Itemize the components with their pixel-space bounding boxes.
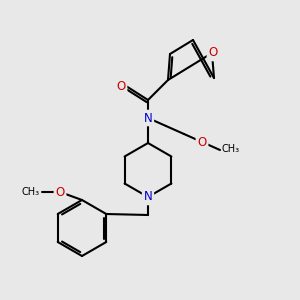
Text: O: O	[116, 80, 126, 92]
Text: O: O	[208, 46, 217, 59]
Text: N: N	[144, 190, 152, 203]
Text: O: O	[197, 136, 207, 148]
Text: CH₃: CH₃	[222, 144, 240, 154]
Text: O: O	[56, 185, 64, 199]
Text: N: N	[144, 112, 152, 124]
Text: CH₃: CH₃	[22, 187, 40, 197]
